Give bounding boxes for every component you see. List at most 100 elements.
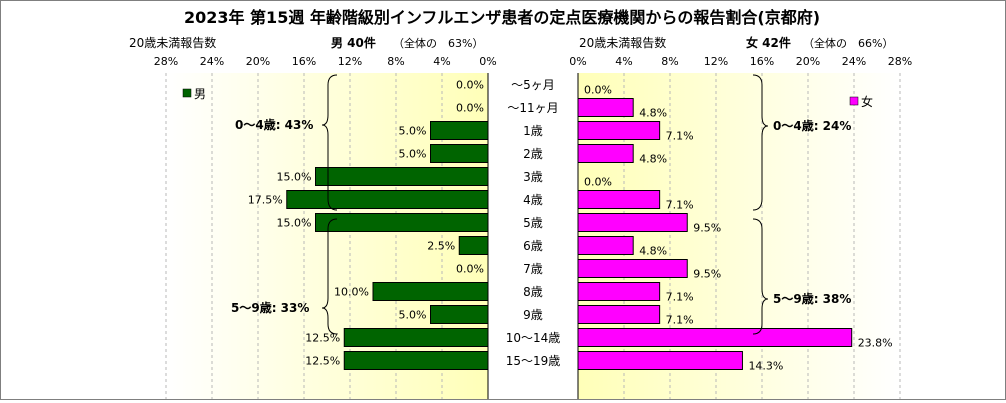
male-value-label: 12.5% [305,332,340,345]
male-value-labels: 0.0%0.0%5.0%5.0%15.0%17.5%15.0%2.5%0.0%1… [248,79,484,368]
category-label: 1歳 [523,124,543,138]
category-label: ～11ヶ月 [507,101,558,115]
female-value-label: 14.3% [748,360,783,373]
female-value-label: 7.1% [666,199,694,212]
female-value-label: 0.0% [584,84,612,97]
male-x-tick-label: 28% [154,55,178,68]
female-value-labels: 0.0% 4.8% 7.1% 4.8% 0.0% 7.1% 9.5% 4.8% 9.5% 7.1%… [584,84,893,373]
male-value-label: 2.5% [427,240,455,253]
male-x-tick-label: 20% [246,55,270,68]
female-x-tick-label: 4% [615,55,632,68]
male-value-label: 0.0% [456,79,484,92]
female-bar [577,190,661,209]
male-brace-0-4 [321,74,338,211]
male-value-label: 5.0% [399,148,427,161]
female-bar [577,236,634,255]
female-value-label: 7.1% [666,314,694,327]
male-x-tick-label: 4% [433,55,450,68]
male-bar [430,305,489,324]
male-value-label: 15.0% [277,171,312,184]
category-label: 15～19歳 [506,354,561,368]
male-count-label: 男 40件 [331,35,376,50]
category-label: ～5ヶ月 [511,78,555,92]
female-value-label: 9.5% [693,268,721,281]
category-labels: ～5ヶ月 ～11ヶ月 1歳 2歳 3歳 4歳 5歳 6歳 7歳 8歳 9歳 10～14歳 15～19歳 [506,78,561,368]
female-x-tick-label: 24% [842,55,866,68]
male-sublabel: 20歳未満報告数 [129,35,216,50]
female-group-0-4-label: 0～4歳: 24% [773,118,851,133]
female-x-tick-label: 28% [888,55,912,68]
female-value-label: 23.8% [858,337,893,350]
male-bar [343,328,489,347]
male-bar [315,167,489,186]
male-value-label: 5.0% [399,309,427,322]
female-value-label: 7.1% [666,130,694,143]
male-value-label: 10.0% [334,286,369,299]
female-axis-ticks: 0% 4% 8% 12% 16% 20% 24% 28% [569,55,912,68]
male-value-label: 5.0% [399,125,427,138]
female-group-5-9-label: 5～9歳: 38% [773,291,851,306]
female-count-label: 女 42件 [746,35,791,50]
male-value-label: 15.0% [277,217,312,230]
male-bar [430,144,489,163]
male-legend-swatch [182,88,192,98]
male-brace-5-9 [321,218,338,335]
female-bar [577,351,743,370]
female-value-label: 4.8% [639,107,667,120]
male-x-tick-label: 16% [292,55,316,68]
male-bar [315,213,489,232]
female-x-tick-label: 16% [750,55,774,68]
male-x-tick-label: 8% [387,55,404,68]
male-group-5-9-label: 5～9歳: 33% [231,300,309,315]
male-x-tick-label: 24% [200,55,224,68]
female-bar [577,282,661,301]
male-legend-label: 男 [194,87,206,101]
female-x-tick-label: 8% [661,55,678,68]
male-value-label: 0.0% [456,263,484,276]
category-label: 8歳 [523,285,543,299]
female-bar [577,259,688,278]
female-x-tick-label: 0% [569,55,586,68]
male-bar [372,282,489,301]
female-value-label: 7.1% [666,291,694,304]
male-bar [458,236,489,255]
male-bar [286,190,489,209]
female-brace-5-9 [752,218,769,335]
female-bar [577,98,634,117]
female-share-label: （全体の 66%） [803,36,893,50]
category-label: 2歳 [523,147,543,161]
female-x-tick-label: 12% [704,55,728,68]
female-bar [577,213,688,232]
female-value-label: 4.8% [639,153,667,166]
male-value-label: 12.5% [305,355,340,368]
category-label: 5歳 [523,216,543,230]
category-label: 3歳 [523,170,543,184]
chart-title: 2023年 第15週 年齢階級別インフルエンザ患者の定点医療機関からの報告割合(… [184,8,820,27]
male-value-label: 17.5% [248,194,283,207]
category-label: 6歳 [523,239,543,253]
male-x-tick-label: 0% [479,55,496,68]
female-bars [577,98,853,370]
female-value-label: 4.8% [639,245,667,258]
category-label: 10～14歳 [506,331,561,345]
male-value-label: 0.0% [456,102,484,115]
female-bar [577,305,661,324]
female-value-label: 0.0% [584,176,612,189]
male-bar [430,121,489,140]
male-x-tick-label: 12% [338,55,362,68]
female-legend-swatch [849,96,859,106]
male-share-label: （全体の 63%） [393,36,483,50]
male-axis-ticks: 28% 24% 20% 16% 12% 8% 4% 0% [154,55,497,68]
male-group-0-4-label: 0～4歳: 43% [235,117,313,132]
female-sublabel: 20歳未満報告数 [579,35,666,50]
female-brace-0-4 [752,74,769,211]
category-label: 4歳 [523,193,543,207]
female-value-label: 9.5% [693,222,721,235]
category-label: 7歳 [523,262,543,276]
female-bar [577,121,661,140]
female-bar [577,328,853,347]
female-x-tick-label: 20% [796,55,820,68]
male-bar [343,351,489,370]
